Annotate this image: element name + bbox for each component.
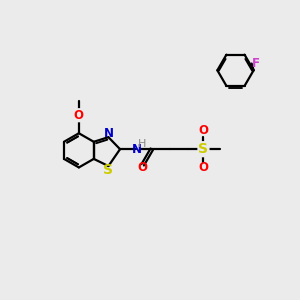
Text: O: O xyxy=(74,109,84,122)
Text: N: N xyxy=(104,128,114,140)
Text: O: O xyxy=(137,161,147,174)
Text: O: O xyxy=(199,161,208,174)
Text: H: H xyxy=(138,139,146,149)
Text: O: O xyxy=(199,124,208,137)
Text: F: F xyxy=(252,57,260,70)
Text: S: S xyxy=(103,163,113,177)
Text: N: N xyxy=(132,143,142,156)
Text: S: S xyxy=(199,142,208,156)
